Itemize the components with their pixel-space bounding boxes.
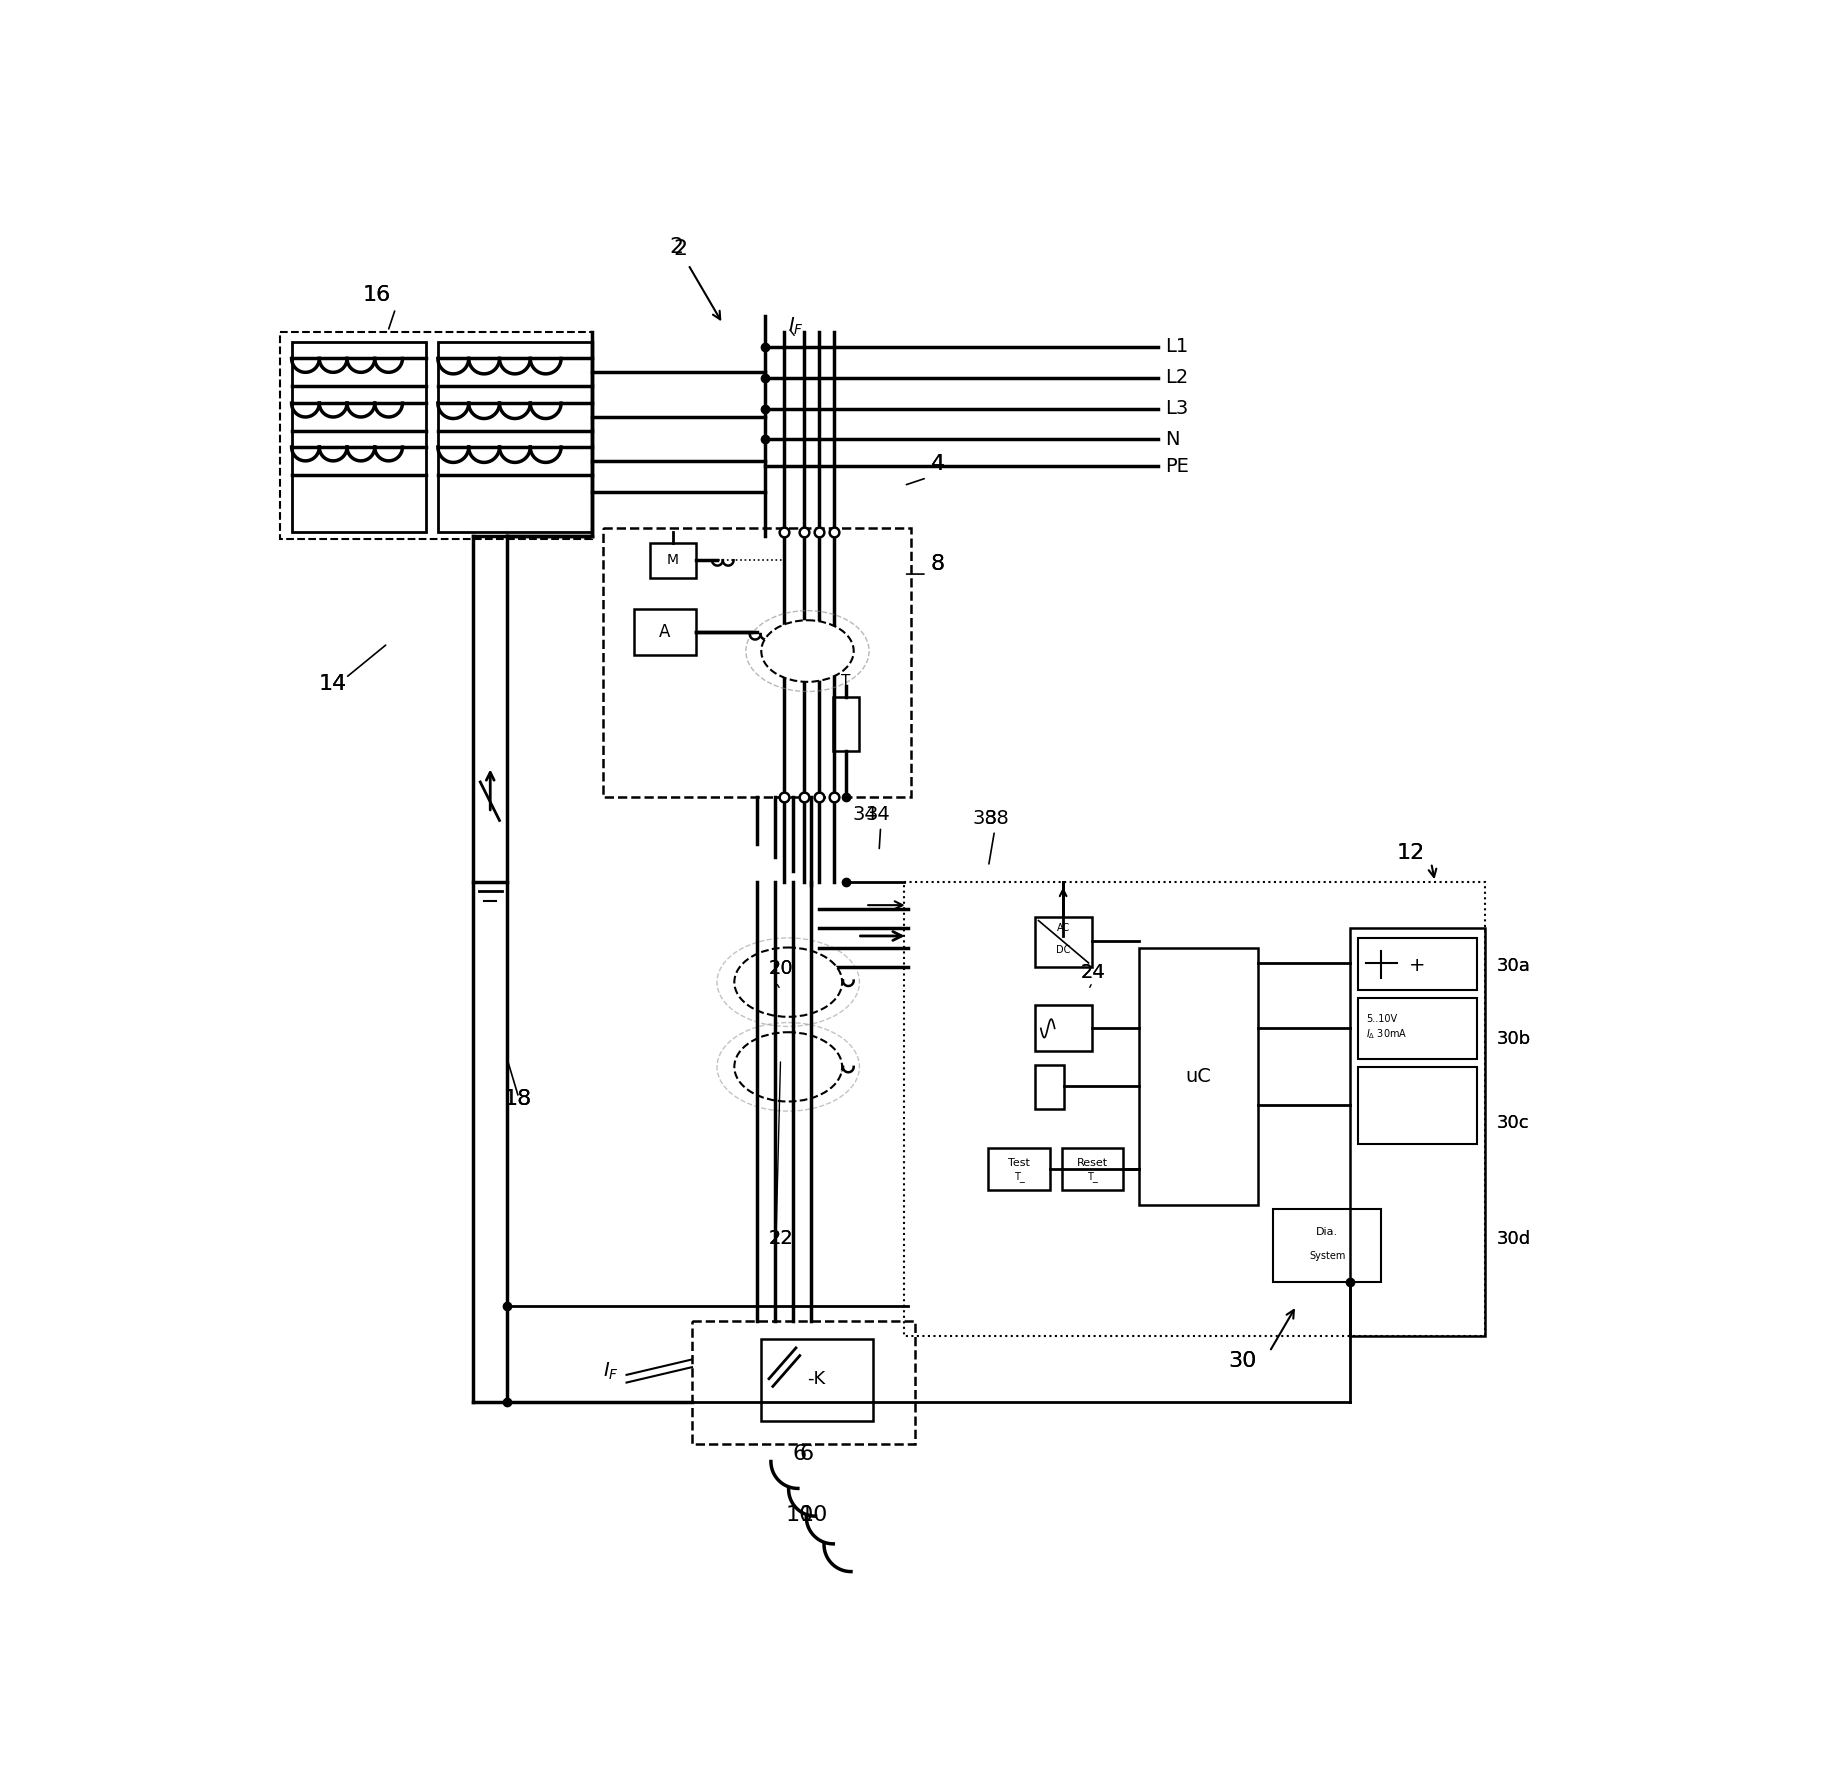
Text: Reset: Reset — [1077, 1158, 1108, 1169]
Ellipse shape — [734, 948, 842, 1017]
Bar — [292, 341, 425, 532]
Bar — [904, 882, 1486, 1337]
Text: 30d: 30d — [1497, 1231, 1531, 1248]
Text: 6: 6 — [792, 1443, 807, 1464]
Text: 20: 20 — [768, 960, 794, 978]
Text: 30d: 30d — [1497, 1231, 1531, 1248]
Text: 22: 22 — [768, 1229, 794, 1248]
Text: 14: 14 — [319, 674, 347, 693]
Text: 30c: 30c — [1497, 1114, 1530, 1133]
Text: 6: 6 — [800, 1443, 814, 1464]
Text: 10: 10 — [785, 1505, 814, 1526]
Text: 30b: 30b — [1497, 1029, 1531, 1048]
Bar — [1034, 1006, 1093, 1052]
Text: 2: 2 — [673, 239, 688, 258]
Text: 8: 8 — [930, 553, 945, 575]
Text: 12: 12 — [1396, 843, 1425, 863]
Bar — [1273, 1209, 1381, 1282]
Text: 18: 18 — [503, 1089, 532, 1109]
Text: M: M — [668, 553, 679, 568]
Text: $I_F$: $I_F$ — [603, 1360, 620, 1381]
Text: L2: L2 — [1166, 368, 1188, 387]
Text: 30: 30 — [1229, 1351, 1256, 1372]
Bar — [1357, 1066, 1478, 1144]
Text: PE: PE — [1166, 456, 1190, 476]
Text: 24: 24 — [1080, 964, 1106, 983]
Bar — [603, 529, 911, 797]
Bar — [281, 332, 592, 539]
Bar — [1357, 937, 1478, 990]
Bar — [635, 608, 695, 654]
Text: 22: 22 — [768, 1229, 794, 1248]
Text: 38: 38 — [985, 810, 1009, 829]
Bar — [1062, 1147, 1122, 1190]
Text: 24: 24 — [1080, 964, 1106, 983]
Text: 4: 4 — [930, 454, 945, 474]
Text: 38: 38 — [972, 810, 998, 829]
Text: DC: DC — [1056, 944, 1071, 955]
Text: +: + — [1409, 956, 1425, 974]
Bar — [989, 1147, 1051, 1190]
Text: 2: 2 — [669, 237, 684, 256]
Bar — [649, 543, 695, 578]
Text: 16: 16 — [361, 285, 391, 304]
Text: A: A — [660, 622, 671, 640]
Text: uC: uC — [1185, 1066, 1210, 1086]
Text: 5..10V: 5..10V — [1366, 1015, 1398, 1024]
Text: 4: 4 — [930, 454, 945, 474]
Text: $I_F$: $I_F$ — [789, 315, 803, 336]
Bar — [691, 1321, 915, 1444]
Bar — [1139, 948, 1258, 1206]
Text: T_: T_ — [1014, 1170, 1025, 1181]
Bar — [761, 1338, 873, 1421]
Text: AC: AC — [1056, 923, 1069, 932]
Text: 30: 30 — [1229, 1351, 1256, 1372]
Text: 16: 16 — [361, 285, 391, 304]
Ellipse shape — [761, 621, 853, 682]
Text: 34: 34 — [866, 806, 889, 824]
Text: Dia.: Dia. — [1317, 1227, 1339, 1238]
Text: 30c: 30c — [1497, 1114, 1530, 1133]
Bar — [1357, 997, 1478, 1059]
Text: 30b: 30b — [1497, 1029, 1531, 1048]
Text: 20: 20 — [768, 960, 794, 978]
Ellipse shape — [734, 1033, 842, 1101]
Text: $I_\Delta$ 30mA: $I_\Delta$ 30mA — [1366, 1027, 1407, 1041]
Bar — [1350, 928, 1486, 1337]
Text: -K: -K — [807, 1370, 825, 1388]
Text: 14: 14 — [319, 674, 347, 693]
Text: 30a: 30a — [1497, 956, 1531, 974]
Text: T_: T_ — [1088, 1170, 1099, 1181]
Text: Test: Test — [1009, 1158, 1031, 1169]
Text: L3: L3 — [1166, 400, 1188, 417]
Bar — [833, 697, 858, 751]
Text: N: N — [1166, 430, 1179, 449]
Text: 34: 34 — [853, 806, 878, 824]
Bar — [1034, 1066, 1064, 1109]
Bar — [438, 341, 592, 532]
Text: 30a: 30a — [1497, 956, 1531, 974]
Bar — [1034, 918, 1093, 967]
Text: 18: 18 — [503, 1089, 532, 1109]
Text: 8: 8 — [930, 553, 945, 575]
Text: L1: L1 — [1166, 338, 1188, 357]
Text: 10: 10 — [800, 1505, 829, 1526]
Text: 12: 12 — [1396, 843, 1425, 863]
Text: System: System — [1309, 1250, 1346, 1261]
Text: T: T — [842, 674, 851, 690]
